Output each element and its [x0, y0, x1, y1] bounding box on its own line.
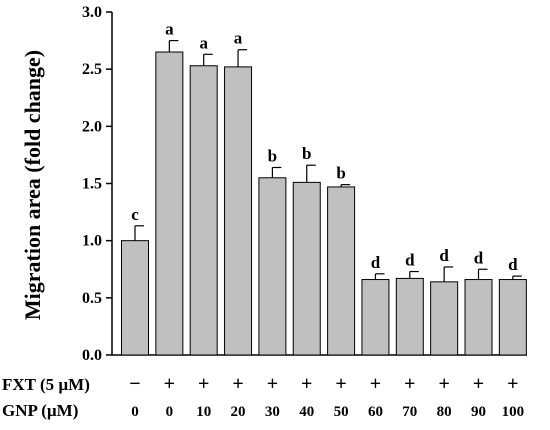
y-tick-label: 2.0: [82, 118, 102, 135]
x-tick-label: 30: [265, 404, 280, 420]
significance-labels: c a a a b b b d d d d d: [131, 20, 518, 275]
x-tick-label: 20: [231, 404, 246, 420]
y-tick-label: 3.0: [82, 4, 102, 21]
y-tick-label: 1.5: [82, 176, 102, 193]
x-tick-label: 60: [368, 404, 383, 420]
fxt-mark: +: [335, 373, 346, 395]
x-tick-label: 0: [166, 404, 174, 420]
bar: [224, 66, 253, 356]
x-tick-label: 100: [502, 404, 525, 420]
bar: [327, 186, 356, 356]
bar: [258, 177, 287, 356]
significance-letter: a: [234, 29, 243, 48]
x-tick-label: 50: [334, 404, 349, 420]
significance-letter: d: [439, 246, 449, 265]
bars: [121, 51, 527, 356]
significance-letter: b: [336, 164, 345, 183]
fxt-mark: +: [507, 373, 518, 395]
x-tick-label: 80: [437, 404, 452, 420]
x-tick-label: 0: [131, 404, 139, 420]
x-tick-label: 70: [402, 404, 417, 420]
y-tick-label: 0.0: [82, 347, 102, 364]
bar: [395, 277, 424, 356]
fxt-mark: +: [438, 373, 449, 395]
row-label-fxt: FXT (5 µM): [2, 375, 90, 394]
bar: [498, 279, 527, 356]
significance-letter: d: [371, 253, 381, 272]
y-axis-label: Migration area (fold change): [20, 50, 45, 320]
y-tick-label: 1.0: [82, 233, 102, 250]
bar: [464, 279, 493, 356]
significance-letter: a: [165, 20, 174, 39]
fxt-mark: +: [232, 373, 243, 395]
fxt-mark: +: [198, 373, 209, 395]
x-tick-label: 90: [471, 404, 486, 420]
bar: [189, 65, 218, 356]
x-tick-labels: − 0 +0 +10 +20 +30 +40 +50 +60 +70 +80 +90 +100: [129, 373, 524, 420]
error-bars: [134, 39, 522, 282]
bar: [121, 240, 149, 356]
significance-letter: d: [508, 255, 518, 274]
fxt-mark: +: [404, 373, 415, 395]
fxt-mark: +: [267, 373, 278, 395]
y-tick-label: 0.5: [82, 290, 102, 307]
fxt-mark: +: [164, 373, 175, 395]
significance-letter: d: [405, 251, 415, 270]
bar: [361, 279, 390, 356]
significance-letter: d: [474, 248, 484, 267]
significance-letter: a: [199, 33, 208, 52]
x-tick-label: 10: [196, 404, 211, 420]
bar: [155, 51, 184, 356]
significance-letter: c: [131, 205, 139, 224]
row-label-gnp: GNP (µM): [2, 401, 78, 420]
y-tick-label: 2.5: [82, 61, 102, 78]
significance-letter: b: [302, 144, 311, 163]
bar: [430, 281, 459, 356]
fxt-mark: −: [129, 373, 140, 395]
significance-letter: b: [268, 146, 277, 165]
x-tick-label: 40: [299, 404, 314, 420]
fxt-mark: +: [370, 373, 381, 395]
fxt-mark: +: [473, 373, 484, 395]
bar: [292, 181, 321, 356]
fxt-mark: +: [301, 373, 312, 395]
